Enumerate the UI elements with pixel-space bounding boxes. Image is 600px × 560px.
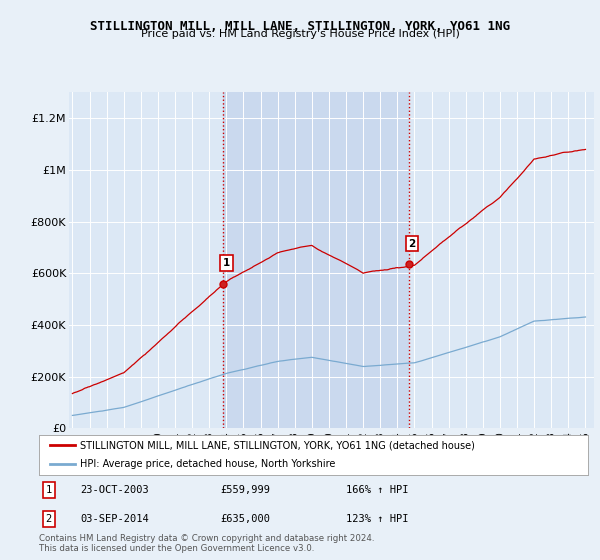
Text: 166% ↑ HPI: 166% ↑ HPI	[346, 485, 409, 495]
Text: Price paid vs. HM Land Registry's House Price Index (HPI): Price paid vs. HM Land Registry's House …	[140, 29, 460, 39]
Bar	[223, 92, 409, 428]
Text: STILLINGTON MILL, MILL LANE, STILLINGTON, YORK, YO61 1NG: STILLINGTON MILL, MILL LANE, STILLINGTON…	[90, 20, 510, 32]
Text: HPI: Average price, detached house, North Yorkshire: HPI: Average price, detached house, Nort…	[80, 459, 335, 469]
Text: Contains HM Land Registry data © Crown copyright and database right 2024.
This d: Contains HM Land Registry data © Crown c…	[39, 534, 374, 553]
Text: £635,000: £635,000	[220, 514, 270, 524]
Text: 23-OCT-2003: 23-OCT-2003	[80, 485, 149, 495]
Text: 2: 2	[409, 239, 416, 249]
Text: £559,999: £559,999	[220, 485, 270, 495]
Text: 1: 1	[223, 258, 230, 268]
Text: 123% ↑ HPI: 123% ↑ HPI	[346, 514, 409, 524]
Text: 1: 1	[46, 485, 52, 495]
Text: STILLINGTON MILL, MILL LANE, STILLINGTON, YORK, YO61 1NG (detached house): STILLINGTON MILL, MILL LANE, STILLINGTON…	[80, 441, 475, 450]
Text: 03-SEP-2014: 03-SEP-2014	[80, 514, 149, 524]
Text: 2: 2	[46, 514, 52, 524]
